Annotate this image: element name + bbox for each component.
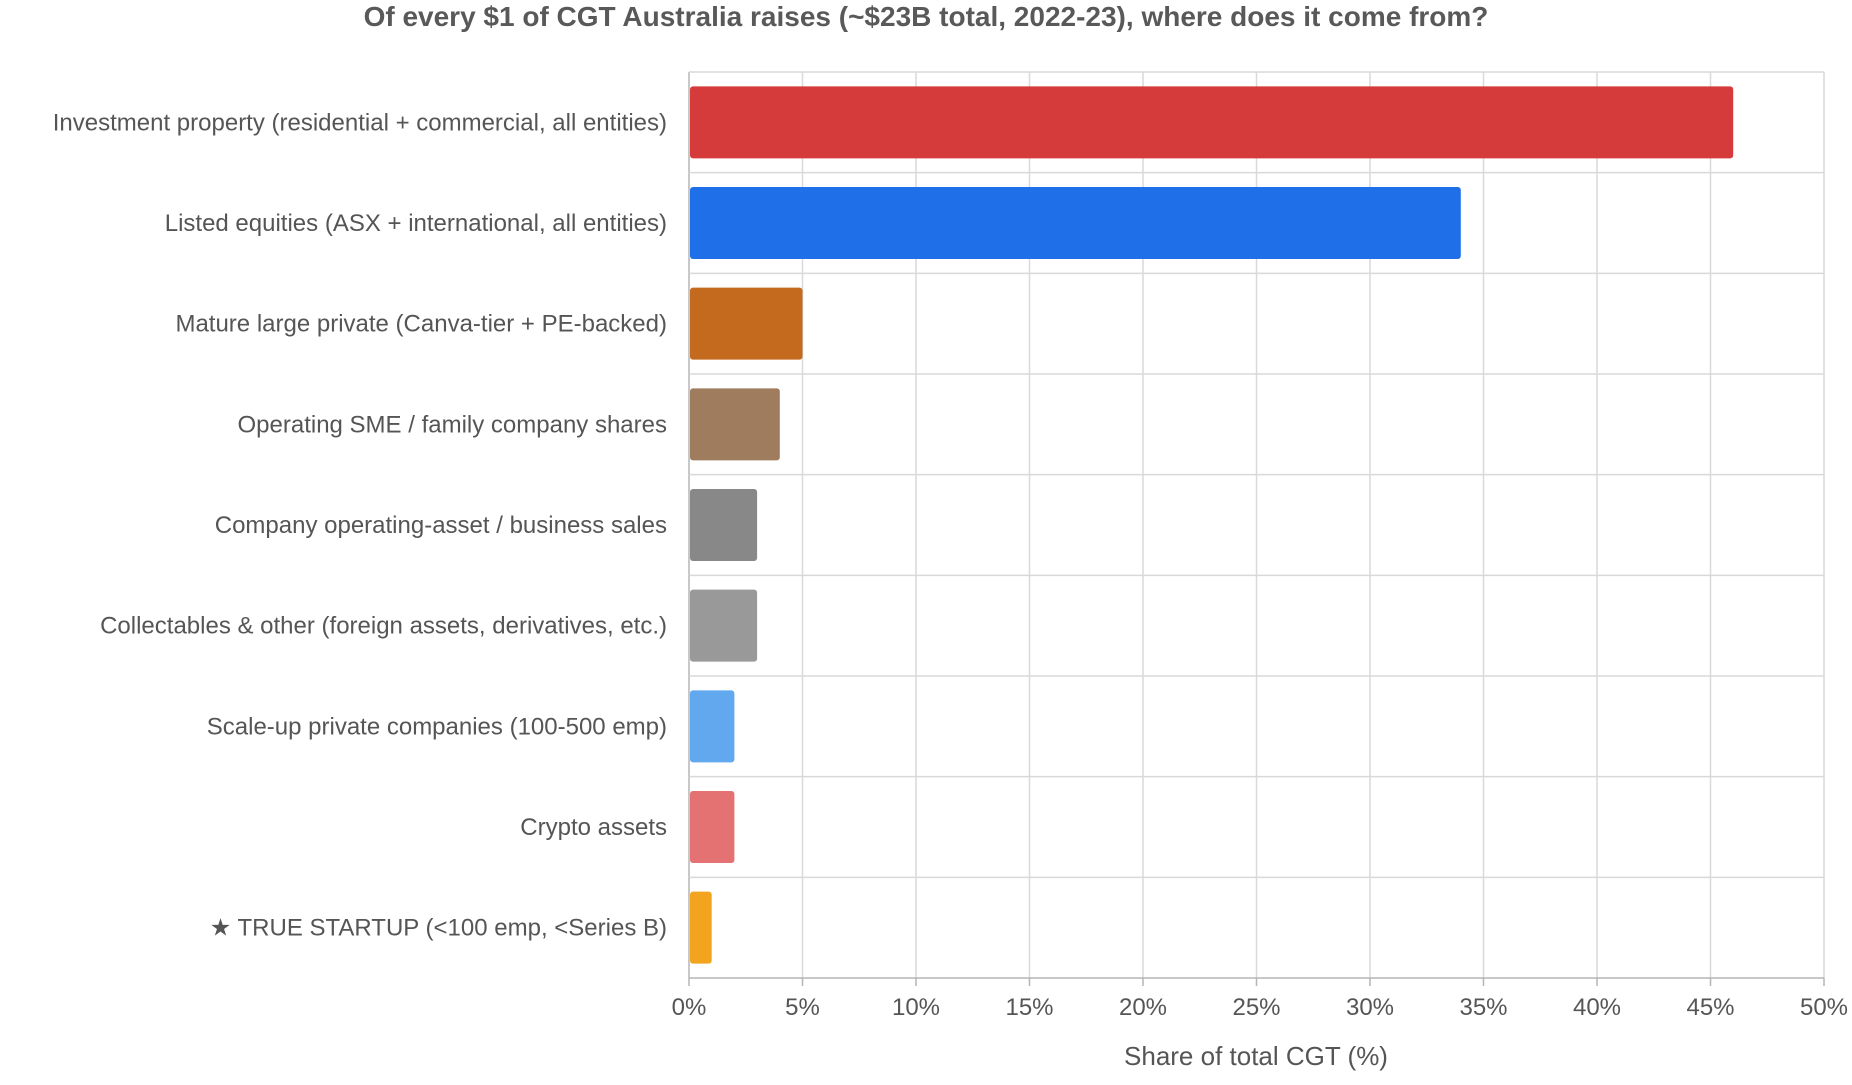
- bar: [690, 489, 758, 561]
- bar: [690, 690, 735, 763]
- bar: [690, 589, 758, 662]
- bar: [690, 187, 1461, 259]
- category-label: Collectables & other (foreign assets, de…: [100, 613, 667, 640]
- x-tick-label: 45%: [1686, 994, 1734, 1021]
- bar: [690, 86, 1734, 159]
- category-label: Operating SME / family company shares: [237, 411, 667, 438]
- category-label: Company operating-asset / business sales: [215, 512, 667, 539]
- bar: [690, 891, 712, 964]
- chart-title: Of every $1 of CGT Australia raises (~$2…: [364, 1, 1489, 32]
- x-tick-label: 30%: [1346, 994, 1394, 1021]
- x-axis-title: Share of total CGT (%): [1124, 1041, 1388, 1071]
- bars: [690, 86, 1734, 964]
- category-label: Mature large private (Canva-tier + PE-ba…: [175, 311, 667, 338]
- x-axis-ticks: 0% 5% 10% 15% 20% 25% 30% 35% 40% 45% 50%: [672, 978, 1848, 1021]
- x-tick-label: 35%: [1459, 994, 1507, 1021]
- x-tick-label: 40%: [1573, 994, 1621, 1021]
- x-tick-label: 5%: [785, 994, 820, 1021]
- category-labels: Investment property (residential + comme…: [53, 109, 667, 941]
- category-label: Scale-up private companies (100-500 emp): [207, 713, 667, 740]
- category-label: Listed equities (ASX + international, al…: [165, 210, 667, 237]
- x-tick-label: 50%: [1800, 994, 1848, 1021]
- x-tick-label: 25%: [1232, 994, 1280, 1021]
- x-tick-label: 0%: [672, 994, 707, 1021]
- bar: [690, 791, 735, 863]
- x-tick-label: 20%: [1119, 994, 1167, 1021]
- x-tick-label: 15%: [1005, 994, 1053, 1021]
- x-tick-label: 10%: [892, 994, 940, 1021]
- category-label: ★ TRUE STARTUP (<100 emp, <Series B): [210, 915, 667, 942]
- bar: [690, 388, 780, 461]
- bar: [690, 287, 803, 360]
- category-label: Crypto assets: [520, 814, 667, 841]
- category-label: Investment property (residential + comme…: [53, 109, 667, 136]
